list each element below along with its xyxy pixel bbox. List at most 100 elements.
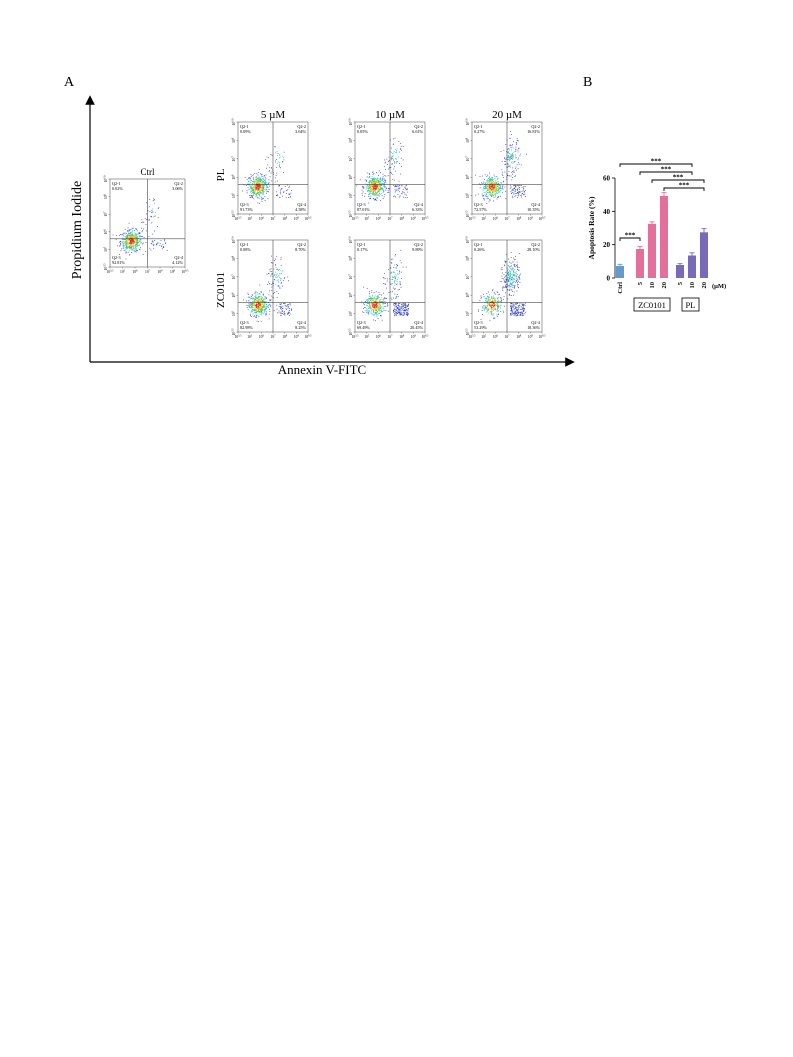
flow-event [137,233,138,235]
bar-y-tick-label: 40 [603,208,611,216]
flow-event [404,302,406,304]
flow-event [518,287,519,288]
flow-event [122,242,124,244]
flow-event [254,179,256,181]
flow-event [376,305,378,306]
x-tick-label: 103.5 [469,335,477,340]
flow-event [131,238,132,240]
flow-event [518,147,520,149]
y-tick-label: 109.0 [104,175,109,183]
flow-event [487,192,489,193]
flow-event [374,199,375,201]
y-tick-label: 105 [232,192,237,198]
flow-event [254,303,255,305]
flow-event [136,237,137,239]
flow-event [378,187,380,189]
flow-event [508,155,509,156]
flow-event [382,176,384,178]
flow-event [263,305,265,307]
flow-event [399,188,400,190]
flow-event [395,152,397,153]
flow-event [134,236,136,238]
flow-event [396,189,398,191]
flow-event [132,228,134,230]
flow-event [142,221,144,223]
flow-event [262,194,264,196]
flow-event [492,309,493,310]
flow-event [125,251,127,253]
flow-plot-events [361,249,409,321]
flow-event [248,300,250,302]
flow-event [151,211,153,213]
flow-event [399,311,401,313]
flow-event [127,245,128,247]
flow-event [523,304,524,306]
flow-event [382,188,383,189]
flow-event [253,298,254,300]
flow-event [372,298,373,299]
flow-event [260,192,262,194]
flow-event [500,298,502,300]
flow-event [501,288,503,290]
flow-event [257,303,259,304]
flow-event [277,312,278,314]
flow-event [371,303,373,305]
flow-event [123,236,125,237]
bar-unit-label: (µM) [712,283,726,290]
flow-event [488,192,490,193]
flow-event [501,161,503,162]
flow-event [379,305,381,306]
flow-event [504,260,506,262]
flow-event [260,187,262,189]
flow-event [487,308,488,310]
flow-event [261,302,263,304]
flow-event [378,179,380,181]
flow-event [505,278,507,280]
flow-event [280,282,282,284]
flow-event [494,304,496,306]
flow-event [512,276,513,278]
flow-event [498,188,499,190]
flow-event [379,189,380,191]
flow-event [148,219,150,221]
flow-event [502,285,504,287]
flow-event [372,183,374,184]
flow-event [252,298,253,300]
flow-event [376,192,377,194]
flow-event [373,309,374,311]
flow-event [259,180,261,181]
flow-event [287,312,289,314]
flow-event [143,237,145,238]
flow-event [257,310,259,312]
flow-event [375,186,376,187]
flow-event [257,300,259,302]
flow-event [384,297,386,298]
flow-event [258,308,260,310]
flow-event [256,292,258,294]
flow-event [489,294,490,296]
flow-event [152,211,154,213]
flow-event [515,255,516,257]
flow-event [390,272,391,274]
flow-event [512,269,513,271]
flow-event [151,221,153,223]
flow-event [499,297,501,299]
flow-event [401,193,403,195]
flow-event [368,181,370,183]
y-tick-label: 105 [349,310,354,316]
flow-event [157,208,159,210]
flow-event [500,190,502,192]
flow-event [276,152,278,154]
flow-event [369,190,370,192]
flow-event [278,165,280,166]
flow-event [397,186,399,188]
flow-event [407,312,409,314]
flow-event [489,305,490,307]
flow-event [153,244,155,246]
flow-event [493,188,495,190]
flow-event [374,309,375,311]
flow-event [253,192,255,194]
flow-event [275,159,277,160]
flow-event [376,296,378,298]
flow-event [373,189,375,191]
